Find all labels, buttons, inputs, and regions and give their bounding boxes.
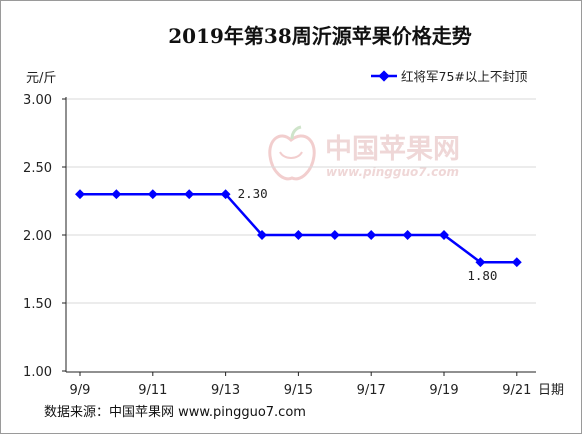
x-tick-label: 9/17 <box>357 383 386 398</box>
y-tick-label: 1.00 <box>23 365 52 380</box>
data-point <box>257 230 267 240</box>
data-label: 1.80 <box>467 268 497 283</box>
data-label: 2.30 <box>238 186 268 201</box>
grid <box>66 98 536 304</box>
watermark-text: 中国苹果网 <box>325 134 460 165</box>
data-point <box>184 189 195 200</box>
data-point <box>111 189 122 200</box>
x-tick-label: 9/19 <box>429 383 458 398</box>
annotations: 2.30 1.80 <box>238 186 498 283</box>
apple-logo-icon <box>268 125 316 181</box>
watermark: 中国苹果网 www.pingguo7.com <box>268 125 460 181</box>
x-tick-label: 9/13 <box>211 383 240 398</box>
data-point <box>75 189 85 200</box>
x-tick-label: 9/21 <box>502 383 531 398</box>
series-line <box>80 192 517 264</box>
legend-label: 红将军75#以上不封顶 <box>401 69 528 84</box>
data-point <box>402 230 413 240</box>
y-axis-unit: 元/斤 <box>26 71 56 86</box>
y-tick-label: 2.50 <box>23 161 52 176</box>
series-group <box>75 189 522 268</box>
chart-title: 2019年第38周沂源苹果价格走势 <box>168 24 472 48</box>
y-tick-label: 3.00 <box>23 93 52 108</box>
x-tick-label: 9/11 <box>138 383 167 398</box>
y-tick-label: 2.00 <box>23 229 52 244</box>
y-ticks: 1.00 1.50 2.00 2.50 3.00 <box>23 93 66 380</box>
data-point <box>147 189 158 200</box>
legend-marker <box>378 70 390 82</box>
data-point <box>475 257 486 268</box>
data-point <box>329 230 340 240</box>
data-point <box>511 257 522 268</box>
data-point <box>439 230 449 240</box>
data-point <box>366 230 377 240</box>
data-source: 数据来源：中国苹果网 www.pingguo7.com <box>44 405 306 420</box>
y-tick-label: 1.50 <box>23 297 52 312</box>
legend: 红将军75#以上不封顶 <box>371 69 528 84</box>
watermark-url: www.pingguo7.com <box>326 165 459 179</box>
x-axis-title: 日期 <box>538 383 564 398</box>
data-point <box>220 189 231 200</box>
x-ticks: 9/9 9/11 9/13 9/15 9/17 9/19 9/21 <box>70 372 531 398</box>
x-tick-label: 9/15 <box>284 383 313 398</box>
x-tick-label: 9/9 <box>70 383 91 398</box>
data-point <box>293 230 304 240</box>
